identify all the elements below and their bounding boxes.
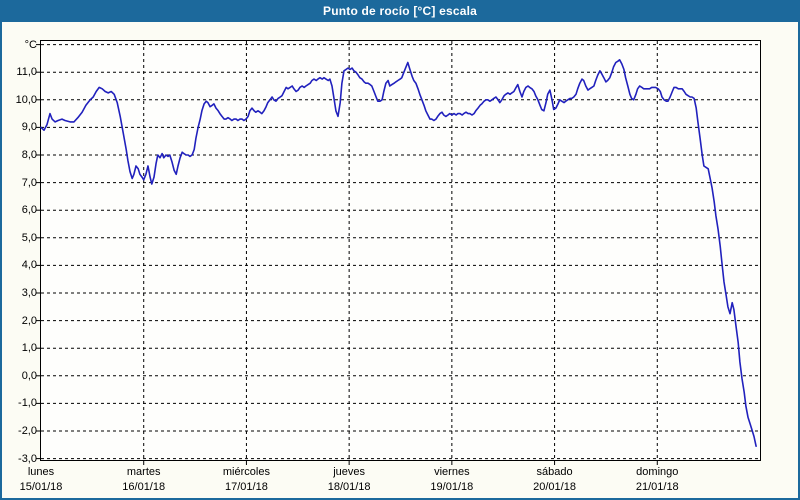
x-axis-date-label: 18/01/18	[327, 481, 371, 493]
y-axis-label: 7,0	[21, 176, 37, 189]
x-axis-weekday-label: jueves	[333, 466, 366, 478]
x-axis-date-label: 21/01/18	[635, 481, 679, 493]
plot-frame	[40, 40, 761, 461]
x-axis-weekday-label: martes	[126, 466, 161, 478]
y-axis-label: 5,0	[21, 231, 37, 244]
y-axis-label: -2,0	[18, 425, 37, 437]
x-axis-weekday-label: domingo	[636, 466, 679, 478]
y-axis-label: 1,0	[21, 342, 37, 355]
x-axis-date-label: 19/01/18	[430, 481, 474, 493]
x-axis-weekday-label: viernes	[434, 466, 470, 478]
y-axis-label: 10,0	[15, 93, 37, 106]
y-axis-label: -3,0	[18, 452, 37, 465]
y-axis-label: 2,0	[21, 314, 37, 327]
y-axis-label: 11,0	[16, 66, 37, 79]
y-axis-label: 0,0	[21, 369, 37, 382]
x-axis-weekday-label: miércoles	[222, 466, 270, 478]
dewpoint-series-line	[40, 58, 757, 448]
x-axis-weekday-label: sábado	[536, 466, 573, 478]
y-axis-label: 9,0	[21, 121, 37, 134]
x-axis-date-label: 16/01/18	[122, 481, 166, 493]
x-axis-date-label: 15/01/18	[19, 481, 63, 493]
x-axis-weekday-label: lunes	[27, 466, 55, 478]
title-bar: Punto de rocío [°C] escala	[0, 0, 800, 22]
y-axis-unit-label: °C	[24, 38, 37, 51]
y-axis-label: 6,0	[21, 204, 37, 217]
x-axis-date-label: 20/01/18	[533, 481, 576, 493]
chart-title: Punto de rocío [°C] escala	[322, 4, 478, 18]
y-axis-label: -1,0	[18, 397, 37, 410]
y-axis-label: 8,0	[21, 149, 37, 161]
y-axis-label: 3,0	[21, 287, 37, 299]
y-axis-label: 4,0	[21, 259, 37, 272]
plot-background	[40, 40, 761, 461]
x-axis-date-label: 17/01/18	[225, 481, 268, 493]
